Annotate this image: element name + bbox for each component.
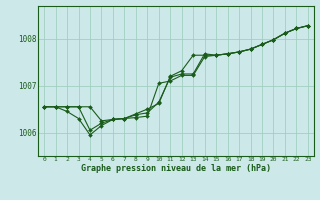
X-axis label: Graphe pression niveau de la mer (hPa): Graphe pression niveau de la mer (hPa): [81, 164, 271, 173]
